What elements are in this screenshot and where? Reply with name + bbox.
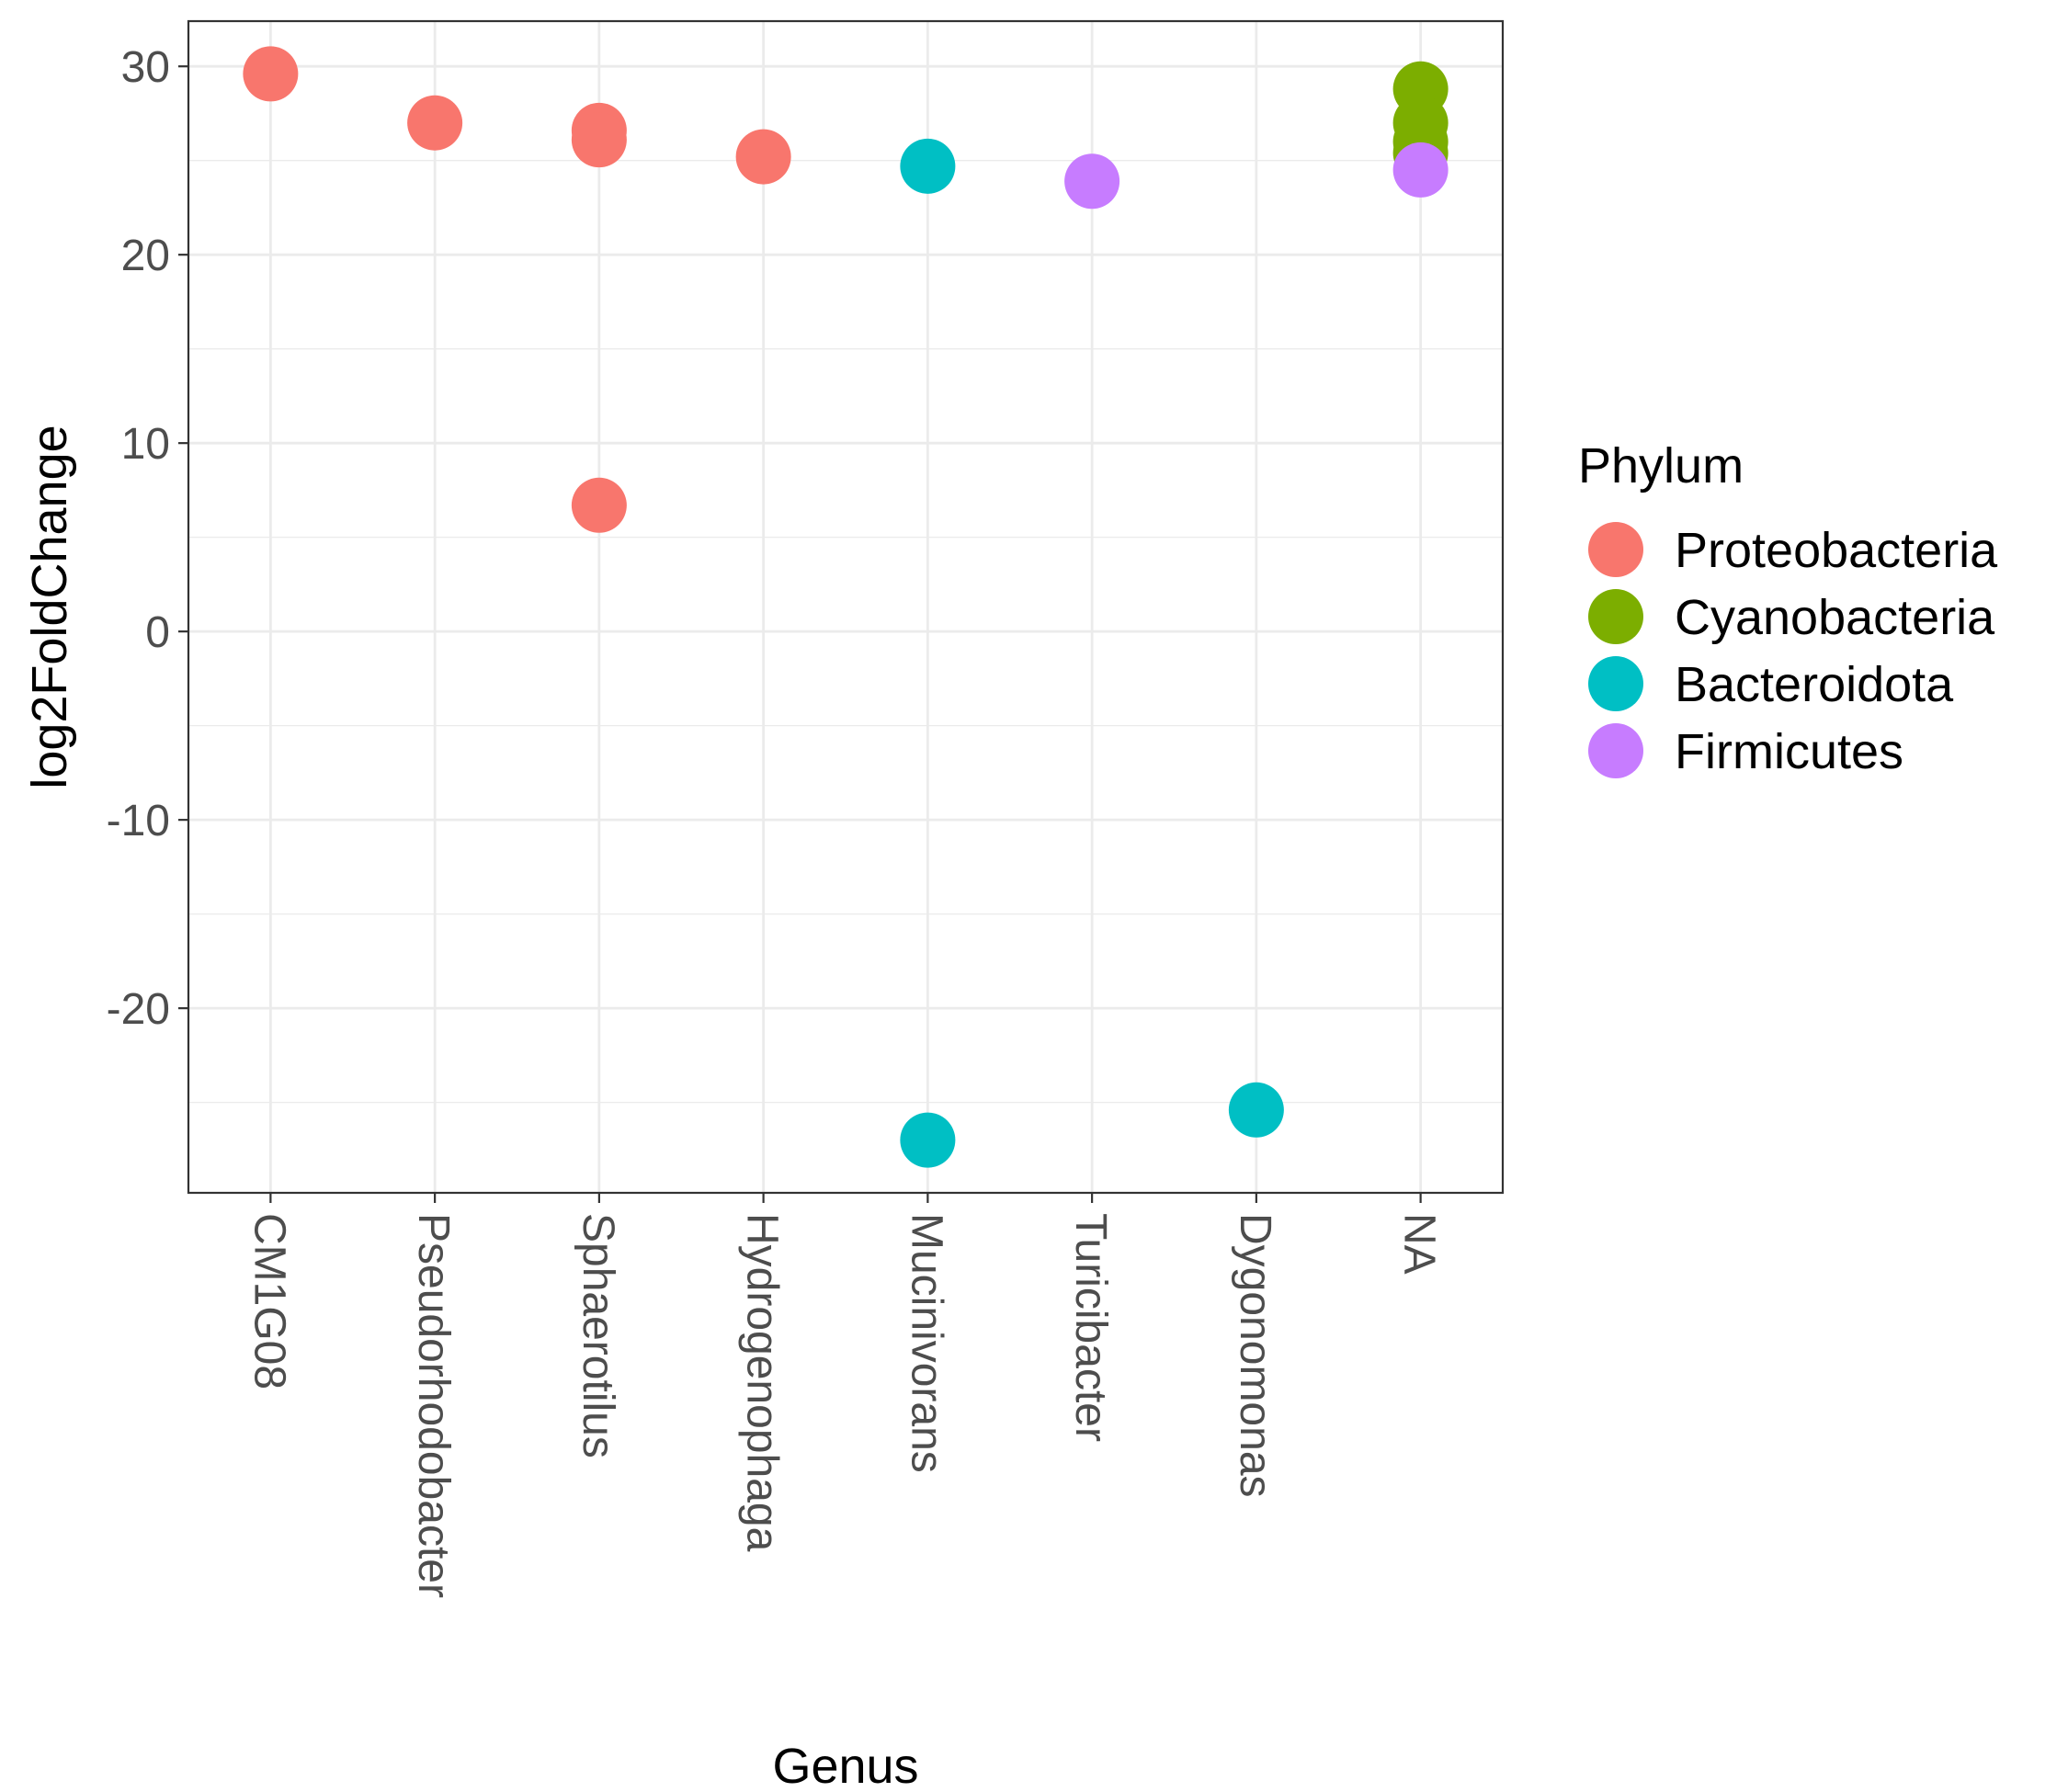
- data-point: [571, 477, 627, 533]
- legend-label: Proteobacteria: [1675, 523, 1998, 578]
- x-axis: CM1G08 Pseudorhodobacter Sphaerotilus Hydro…: [244, 1193, 1444, 1598]
- y-tick-label: -20: [107, 985, 170, 1034]
- x-tick-label: Turicibacter: [1066, 1213, 1115, 1442]
- data-point: [900, 1112, 956, 1168]
- x-tick-label: CM1G08: [244, 1213, 293, 1389]
- data-point: [1392, 142, 1449, 198]
- x-tick-label: Pseudorhodobacter: [409, 1213, 458, 1598]
- y-tick-label: 10: [121, 420, 170, 469]
- panel-border: [187, 19, 1505, 1195]
- data-point: [407, 95, 463, 151]
- legend-key: [1588, 723, 1643, 778]
- data-point: [735, 129, 791, 185]
- x-tick-label: NA: [1395, 1213, 1444, 1275]
- data-point: [571, 112, 627, 168]
- legend-title: Phylum: [1578, 438, 1744, 493]
- data-points: [243, 46, 1449, 1168]
- data-point: [900, 138, 956, 194]
- legend-key: [1588, 589, 1643, 644]
- legend-key: [1588, 656, 1643, 711]
- legend-key: [1588, 522, 1643, 577]
- data-point: [243, 46, 299, 102]
- x-tick-label: Dygonomonas: [1231, 1213, 1279, 1498]
- x-tick-label: Hydrogenophaga: [738, 1213, 787, 1552]
- x-tick-label: Mucinivorans: [902, 1213, 950, 1473]
- y-tick-label: -10: [107, 797, 170, 845]
- legend-label: Cyanobacteria: [1675, 590, 1995, 645]
- y-axis-title: log2FoldChange: [22, 425, 77, 788]
- y-tick-label: 20: [121, 232, 170, 280]
- grid-lines: [188, 21, 1503, 1193]
- legend: Phylum Proteobacteria Cyanobacteria Bacter…: [1578, 438, 1998, 779]
- y-tick-label: 30: [121, 43, 170, 92]
- y-tick-label: 0: [145, 608, 170, 657]
- x-axis-title: Genus: [772, 1739, 918, 1792]
- legend-label: Bacteroidota: [1675, 657, 1954, 712]
- data-point: [1064, 153, 1120, 210]
- x-tick-label: Sphaerotilus: [574, 1213, 622, 1458]
- legend-label: Firmicutes: [1675, 724, 1903, 779]
- data-point: [1228, 1082, 1284, 1138]
- y-axis: 30 20 10 0 -10 -20: [107, 43, 188, 1034]
